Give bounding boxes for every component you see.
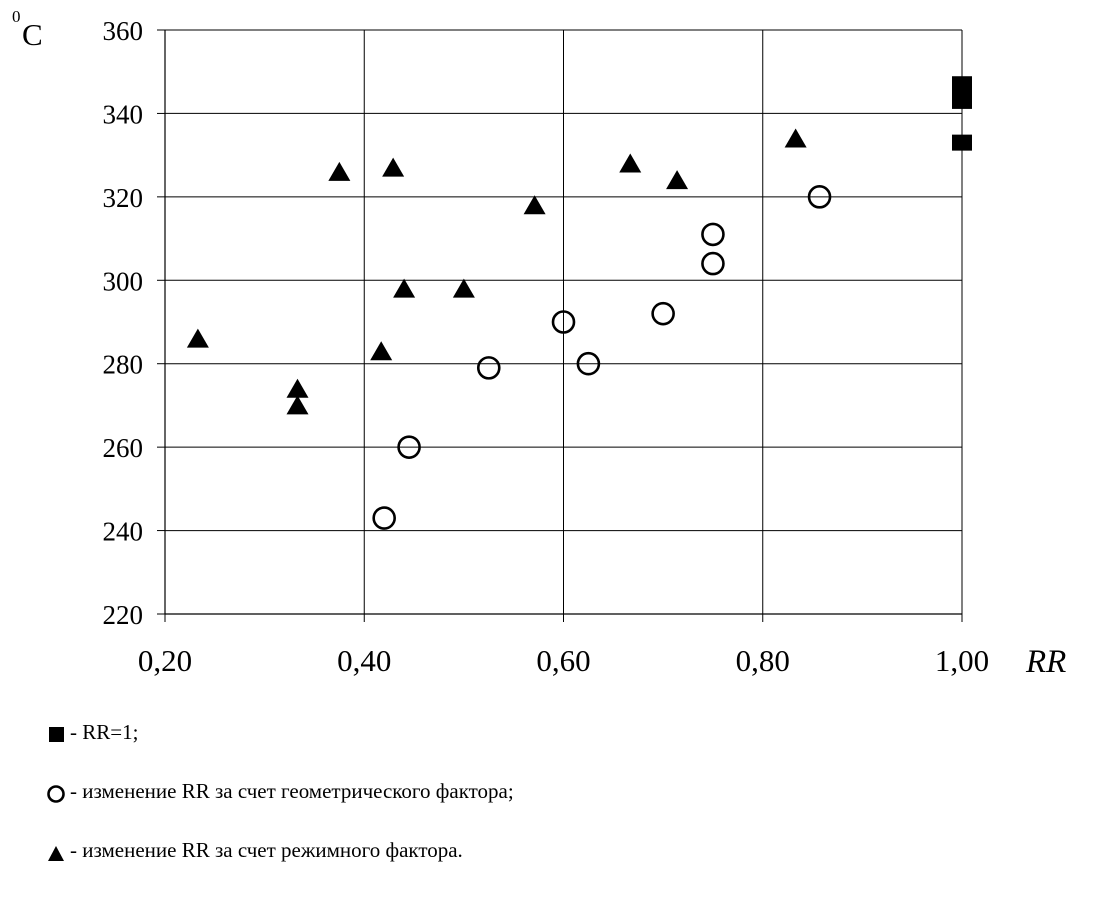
square-point [952, 92, 972, 109]
circle-point [701, 251, 725, 276]
y-axis-label: C [22, 17, 43, 52]
circle-point [476, 356, 501, 380]
scatter-chart: 220 240 260 280 300 320 340 360 0,20 0,40 0,60 0,8… [12, 7, 1066, 680]
triangle-point [328, 161, 351, 181]
y-tick-label: 300 [103, 266, 144, 296]
axes [157, 29, 963, 622]
grid-lines [164, 29, 963, 615]
x-axis-label: RR [1025, 644, 1066, 680]
y-tick-label: 260 [103, 433, 144, 463]
triangle-point [286, 378, 309, 398]
circle-point [372, 506, 396, 530]
y-tick-label: 360 [103, 16, 144, 46]
circle-point [807, 185, 832, 209]
y-tick-labels: 220 240 260 280 300 320 340 360 [103, 16, 144, 630]
triangle-point [666, 170, 689, 190]
x-tick-label: 0,40 [337, 643, 391, 678]
triangle-point [619, 153, 642, 173]
triangle-point [523, 195, 546, 215]
x-tick-label: 0,20 [138, 643, 192, 678]
legend-label-square: - RR=1; [70, 720, 139, 744]
x-tick-label: 0,60 [536, 643, 590, 678]
triangle-point [370, 341, 393, 361]
circle-point [397, 435, 421, 459]
y-tick-label: 240 [103, 517, 144, 547]
y-axis-label-superscript: 0 [12, 7, 21, 26]
data-points [186, 76, 972, 530]
triangle-point [286, 395, 309, 415]
triangle-point [452, 278, 475, 298]
triangle-point [784, 128, 807, 148]
y-tick-label: 280 [103, 350, 144, 380]
square-marker-icon [49, 727, 64, 742]
x-tick-labels: 0,20 0,40 0,60 0,80 1,00 [138, 643, 989, 678]
circle-point [576, 351, 601, 376]
legend-label-triangle: - изменение RR за счет режимного фактора… [70, 838, 463, 862]
circle-point [551, 310, 576, 334]
y-tick-label: 220 [103, 600, 144, 630]
x-tick-label: 1,00 [935, 643, 989, 678]
triangle-point [186, 328, 209, 348]
circle-point [701, 222, 725, 247]
y-tick-label: 320 [103, 183, 144, 213]
x-tick-label: 0,80 [736, 643, 790, 678]
circle-marker-icon [47, 785, 65, 803]
square-point [952, 134, 972, 151]
triangle-point [382, 157, 405, 177]
triangle-marker-icon [48, 846, 64, 861]
y-tick-label: 340 [103, 99, 144, 129]
triangle-point [393, 278, 416, 298]
legend-label-circle: - изменение RR за счет геометрического ф… [70, 779, 514, 803]
circle-point [651, 301, 675, 326]
